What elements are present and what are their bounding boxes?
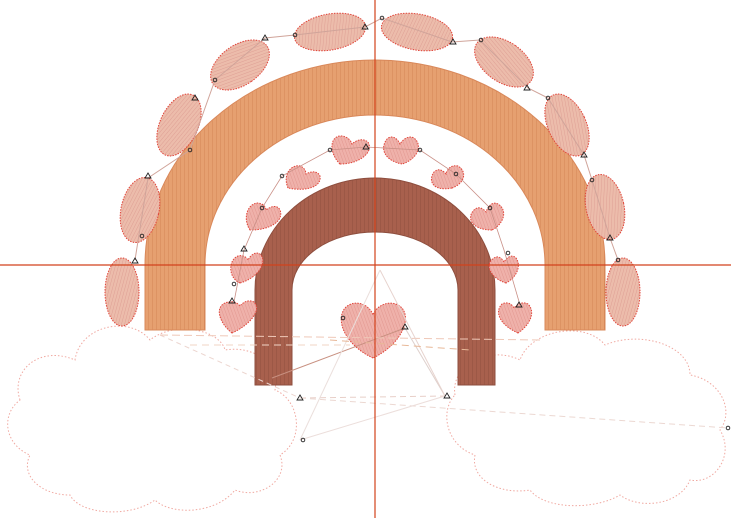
heart[interactable]	[488, 255, 519, 284]
right-cloud[interactable]	[446, 330, 727, 507]
start-marker[interactable]	[261, 34, 269, 41]
end-marker[interactable]	[487, 205, 493, 211]
end-marker[interactable]	[417, 147, 423, 153]
oval[interactable]	[605, 257, 641, 327]
start-marker[interactable]	[523, 84, 531, 91]
oval[interactable]	[104, 257, 140, 327]
oval[interactable]	[378, 8, 455, 56]
heart-connectors	[233, 146, 521, 306]
start-marker[interactable]	[515, 301, 523, 308]
end-marker[interactable]	[379, 15, 385, 21]
end-marker[interactable]	[505, 250, 511, 256]
heart-ring[interactable]	[218, 135, 533, 334]
end-marker[interactable]	[139, 233, 145, 239]
end-marker[interactable]	[615, 257, 621, 263]
heart[interactable]	[383, 136, 419, 165]
heart[interactable]	[245, 202, 282, 231]
center-heart[interactable]	[340, 302, 406, 359]
oval[interactable]	[201, 30, 278, 101]
node-markers[interactable]	[131, 15, 731, 443]
start-marker[interactable]	[361, 23, 369, 30]
jump-stitches	[159, 269, 729, 441]
end-marker[interactable]	[231, 281, 237, 287]
end-marker[interactable]	[327, 147, 333, 153]
end-marker[interactable]	[478, 37, 484, 43]
end-marker[interactable]	[300, 437, 306, 443]
start-marker[interactable]	[443, 392, 451, 399]
end-marker[interactable]	[589, 177, 595, 183]
end-marker[interactable]	[187, 147, 193, 153]
heart[interactable]	[430, 165, 465, 190]
start-marker[interactable]	[580, 151, 588, 158]
middle-arch[interactable]	[144, 59, 606, 331]
end-marker[interactable]	[340, 315, 346, 321]
start-marker[interactable]	[401, 323, 409, 330]
end-marker[interactable]	[279, 173, 285, 179]
inner-arch[interactable]	[254, 177, 496, 386]
start-marker[interactable]	[606, 234, 614, 241]
heart[interactable]	[218, 300, 257, 334]
start-marker[interactable]	[362, 143, 370, 150]
end-marker[interactable]	[725, 425, 731, 431]
oval-connectors	[134, 17, 619, 261]
start-marker[interactable]	[191, 94, 199, 101]
left-cloud[interactable]	[7, 325, 297, 513]
end-marker[interactable]	[453, 171, 459, 177]
oval[interactable]	[536, 87, 598, 163]
end-marker[interactable]	[545, 95, 551, 101]
heart[interactable]	[498, 302, 533, 334]
heart[interactable]	[331, 135, 370, 165]
start-marker[interactable]	[449, 38, 457, 45]
end-marker[interactable]	[212, 77, 218, 83]
heart[interactable]	[470, 202, 505, 231]
start-marker[interactable]	[131, 257, 139, 264]
heart[interactable]	[285, 165, 321, 190]
oval[interactable]	[291, 8, 368, 56]
end-marker[interactable]	[259, 205, 265, 211]
end-marker[interactable]	[292, 32, 298, 38]
start-marker[interactable]	[144, 172, 152, 179]
start-marker[interactable]	[240, 245, 248, 252]
start-marker[interactable]	[228, 297, 236, 304]
start-marker[interactable]	[296, 394, 304, 401]
